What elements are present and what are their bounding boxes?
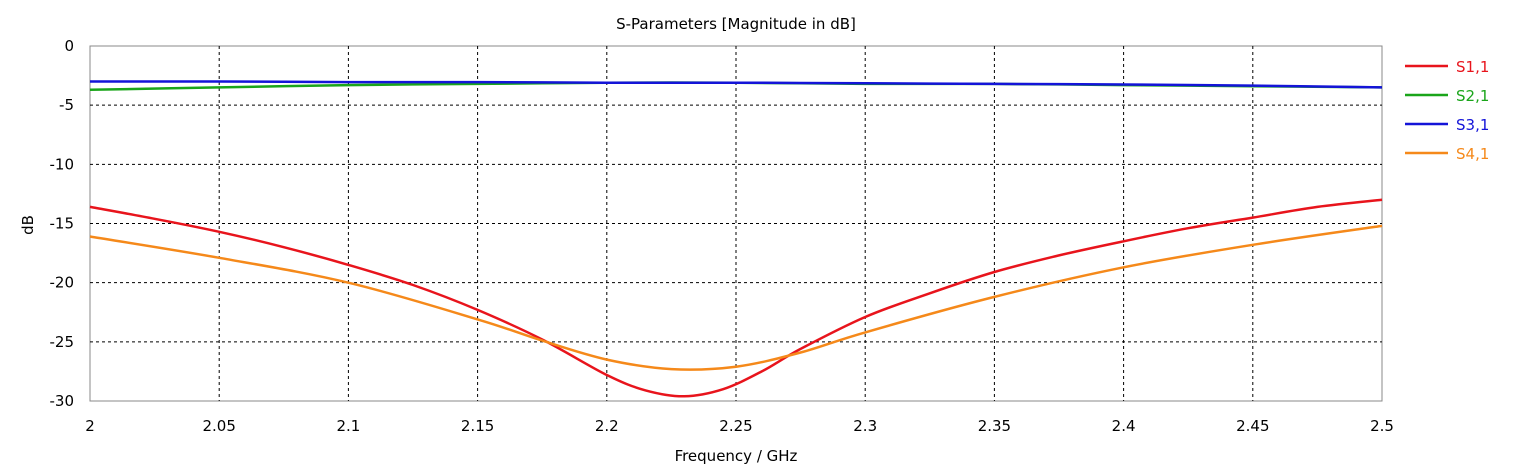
legend-item-s11[interactable]: S1,1: [1405, 58, 1489, 76]
legend-label: S3,1: [1456, 116, 1489, 134]
y-axis-ticks: 0 -5 -10 -15 -20 -25 -30: [50, 37, 75, 410]
y-tick-label: -20: [50, 274, 75, 292]
series-line-s11: [89, 198, 1383, 398]
grid: [90, 46, 1382, 401]
x-tick-label: 2.4: [1112, 417, 1136, 435]
legend-item-s41[interactable]: S4,1: [1405, 145, 1489, 163]
y-tick-label: -15: [50, 215, 75, 233]
y-tick-label: -5: [59, 96, 74, 114]
y-tick-label: -10: [50, 155, 75, 173]
legend-item-s31[interactable]: S3,1: [1405, 116, 1489, 134]
x-tick-label: 2.2: [595, 417, 619, 435]
series-line-s41: [89, 224, 1383, 371]
x-tick-label: 2.35: [978, 417, 1011, 435]
series-line-s31: [89, 80, 1383, 89]
plot-area: [89, 45, 1383, 402]
legend-label: S1,1: [1456, 58, 1489, 76]
x-tick-label: 2: [85, 417, 95, 435]
legend[interactable]: S1,1 S2,1 S3,1 S4,1: [1405, 58, 1489, 163]
x-tick-label: 2.15: [461, 417, 494, 435]
x-tick-label: 2.05: [202, 417, 235, 435]
x-axis-ticks: 2 2.05 2.1 2.15 2.2 2.25 2.3 2.35 2.4 2.45 2.5: [85, 417, 1394, 435]
x-axis-label: Frequency / GHz: [675, 447, 798, 465]
legend-label: S4,1: [1456, 145, 1489, 163]
y-axis-label: dB: [19, 215, 37, 235]
legend-item-s21[interactable]: S2,1: [1405, 87, 1489, 105]
y-tick-label: -30: [50, 392, 75, 410]
x-tick-label: 2.3: [853, 417, 877, 435]
x-tick-label: 2.45: [1236, 417, 1269, 435]
chart-title: S-Parameters [Magnitude in dB]: [616, 15, 856, 33]
x-tick-label: 2.5: [1370, 417, 1394, 435]
legend-label: S2,1: [1456, 87, 1489, 105]
y-tick-label: -25: [50, 333, 75, 351]
x-tick-label: 2.1: [336, 417, 360, 435]
series-lines: [89, 80, 1383, 398]
y-tick-label: 0: [64, 37, 74, 55]
x-tick-label: 2.25: [719, 417, 752, 435]
